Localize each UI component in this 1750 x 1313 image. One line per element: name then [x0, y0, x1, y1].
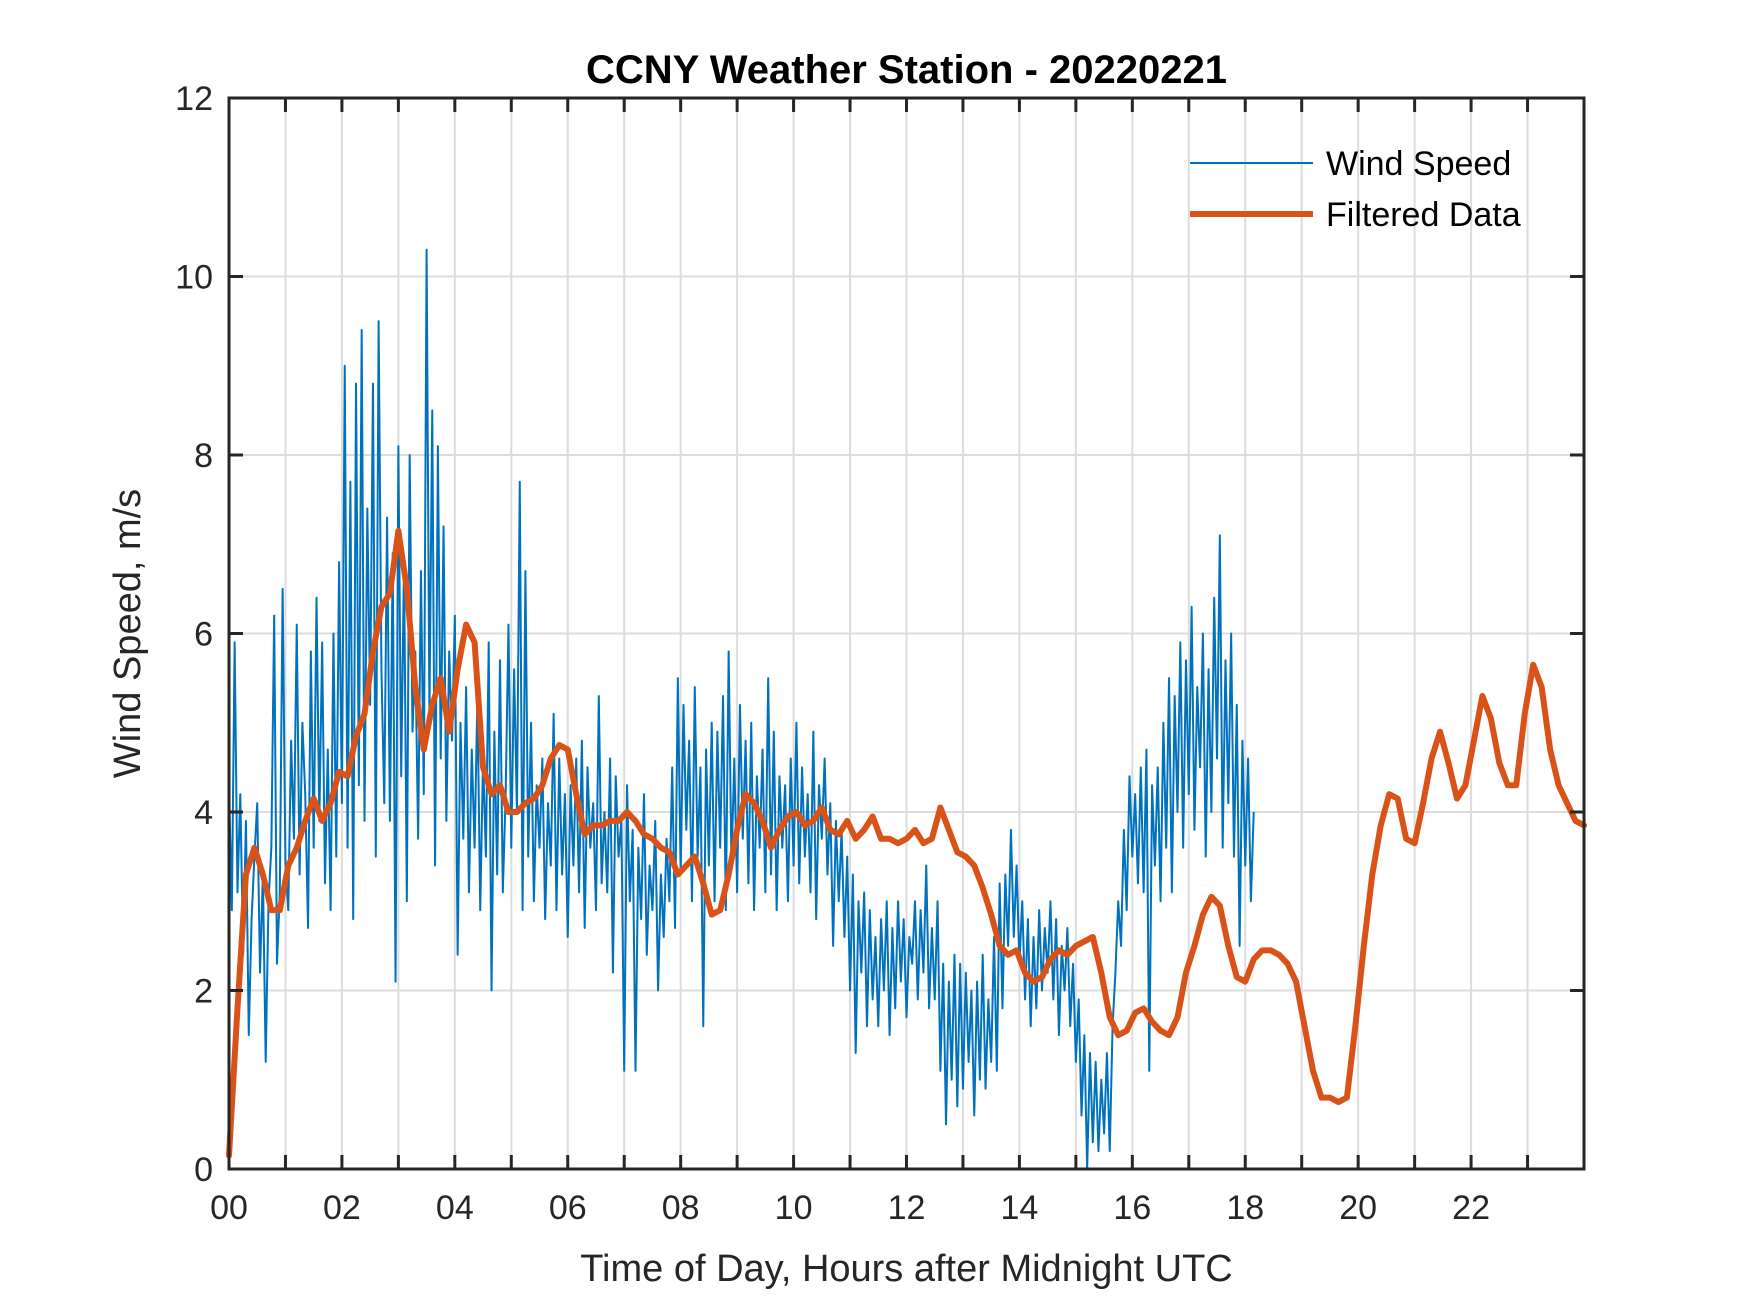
y-tick-label: 6 [194, 616, 213, 654]
y-tick-label: 4 [194, 794, 213, 832]
x-tick-label: 06 [549, 1189, 587, 1227]
legend-label-wind-speed: Wind Speed [1326, 145, 1511, 183]
x-axis-title: Time of Day, Hours after Midnight UTC [580, 1248, 1233, 1290]
y-tick-label: 8 [194, 437, 213, 475]
chart-title: CCNY Weather Station - 20220221 [586, 48, 1227, 92]
legend: Wind Speed Filtered Data [1190, 145, 1521, 234]
x-tick-label: 08 [662, 1189, 700, 1227]
x-tick-label: 00 [210, 1189, 248, 1227]
y-tick-label: 2 [194, 973, 213, 1011]
x-tick-label: 14 [1001, 1189, 1039, 1227]
x-tick-label: 10 [775, 1189, 813, 1227]
y-tick-label: 12 [175, 80, 213, 118]
series-layer [226, 248, 1587, 1170]
series-line-filtered-data [226, 527, 1587, 1159]
x-tick-label: 18 [1226, 1189, 1264, 1227]
y-tick-label: 0 [194, 1151, 213, 1189]
series-line-wind-speed [228, 248, 1255, 1170]
x-tick-label: 22 [1452, 1189, 1490, 1227]
x-tick-label: 12 [888, 1189, 926, 1227]
y-axis-title: Wind Speed, m/s [107, 489, 149, 778]
x-tick-label: 20 [1339, 1189, 1377, 1227]
x-tick-label: 02 [323, 1189, 361, 1227]
axis-ticks [229, 96, 1584, 1171]
x-tick-label: 16 [1113, 1189, 1151, 1227]
legend-label-filtered-data: Filtered Data [1326, 196, 1521, 234]
y-tick-label: 10 [175, 259, 213, 297]
x-tick-label: 04 [436, 1189, 474, 1227]
